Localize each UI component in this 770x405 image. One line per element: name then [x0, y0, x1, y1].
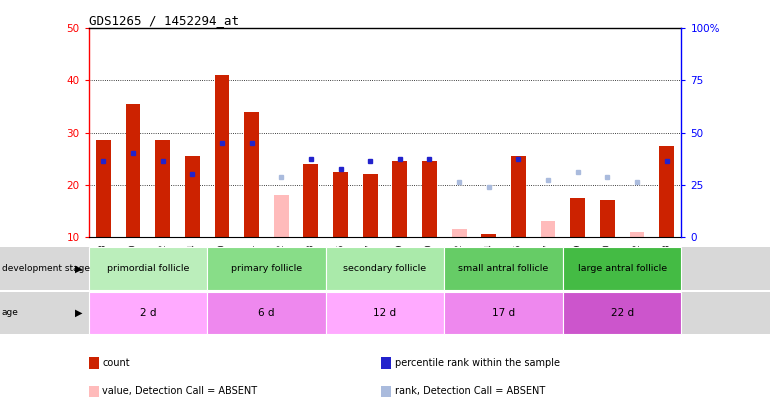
Text: percentile rank within the sample: percentile rank within the sample — [395, 358, 560, 368]
Bar — [393, 161, 407, 237]
Text: value, Detection Call = ABSENT: value, Detection Call = ABSENT — [102, 386, 257, 396]
Text: rank, Detection Call = ABSENT: rank, Detection Call = ABSENT — [395, 386, 545, 396]
Text: 2 d: 2 d — [139, 308, 156, 318]
Bar — [659, 146, 674, 237]
Bar — [185, 156, 199, 237]
Bar — [600, 200, 614, 237]
Bar — [452, 229, 467, 237]
Bar — [541, 221, 555, 237]
Bar — [511, 156, 526, 237]
Bar — [571, 198, 585, 237]
Bar — [96, 141, 111, 237]
Bar — [630, 232, 644, 237]
Bar — [156, 141, 170, 237]
Bar — [215, 75, 229, 237]
Text: 12 d: 12 d — [373, 308, 397, 318]
Bar — [126, 104, 140, 237]
Text: primary follicle: primary follicle — [231, 264, 302, 273]
Bar — [274, 195, 289, 237]
Text: primordial follicle: primordial follicle — [107, 264, 189, 273]
Text: count: count — [102, 358, 130, 368]
Text: ▶: ▶ — [75, 263, 82, 273]
Text: ▶: ▶ — [75, 308, 82, 318]
Text: 6 d: 6 d — [258, 308, 275, 318]
Bar — [363, 175, 377, 237]
Text: development stage: development stage — [2, 264, 89, 273]
Text: 17 d: 17 d — [492, 308, 515, 318]
Bar — [333, 172, 348, 237]
Bar — [244, 112, 259, 237]
Text: secondary follicle: secondary follicle — [343, 264, 427, 273]
Text: GDS1265 / 1452294_at: GDS1265 / 1452294_at — [89, 14, 239, 27]
Text: small antral follicle: small antral follicle — [458, 264, 549, 273]
Bar — [481, 234, 496, 237]
Bar — [303, 164, 318, 237]
Bar — [422, 161, 437, 237]
Text: age: age — [2, 308, 18, 318]
Text: large antral follicle: large antral follicle — [578, 264, 667, 273]
Text: 22 d: 22 d — [611, 308, 634, 318]
